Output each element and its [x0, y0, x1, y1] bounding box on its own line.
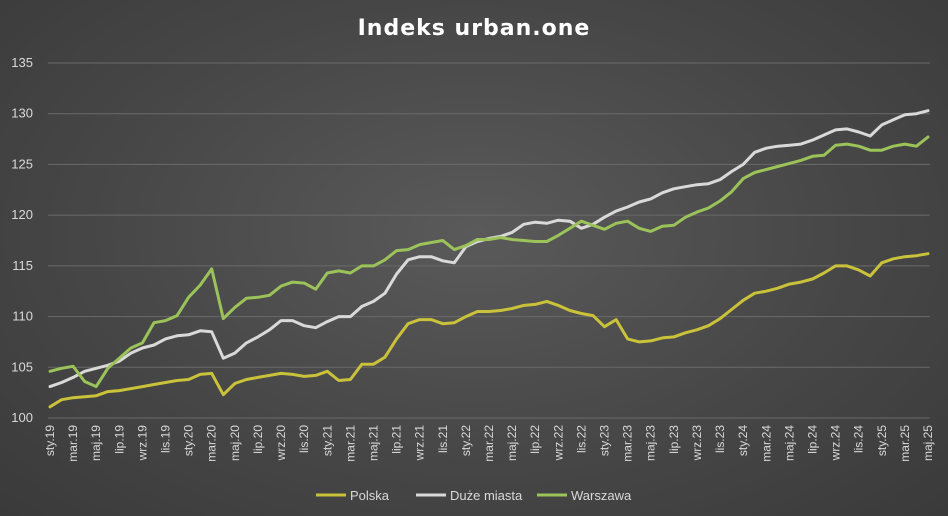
- x-tick-label: mar.25: [898, 425, 912, 462]
- x-tick-label: sty.25: [875, 425, 889, 456]
- legend-label-1: Polska: [350, 488, 390, 503]
- x-tick-label: maj.25: [921, 425, 935, 461]
- y-tick-label: 100: [11, 410, 33, 425]
- y-tick-label: 125: [11, 156, 33, 171]
- x-tick-label: lis.23: [713, 425, 727, 453]
- x-tick-label: mar.20: [205, 425, 219, 462]
- x-tick-label: wrz.22: [551, 425, 565, 462]
- x-tick-label: wrz.24: [829, 425, 843, 462]
- series-line-3: [48, 135, 930, 389]
- x-tick-label: mar.21: [343, 425, 357, 462]
- y-tick-label: 115: [12, 258, 33, 273]
- x-tick-label: wrz.23: [690, 425, 704, 462]
- y-tick-label: 135: [11, 55, 33, 70]
- x-axis: sty.19 mar.19 maj.19 lip.19 wrz.19 lis.19 sty.…: [43, 425, 935, 462]
- x-tick-label: maj.24: [782, 425, 796, 461]
- series-line-2: [48, 109, 930, 389]
- x-tick-label: sty.22: [459, 425, 473, 456]
- x-tick-label: sty.24: [736, 425, 750, 456]
- x-tick-label: lis.22: [574, 425, 588, 453]
- y-tick-label: 110: [12, 309, 33, 324]
- y-tick-label: 105: [11, 359, 33, 374]
- x-tick-label: mar.23: [621, 425, 635, 462]
- x-tick-label: lip.22: [528, 425, 542, 454]
- x-tick-label: maj.19: [89, 425, 103, 461]
- x-tick-label: lip.21: [390, 425, 404, 454]
- y-tick-label: 120: [11, 207, 33, 222]
- x-tick-label: lip.20: [251, 425, 265, 454]
- series-lines: [48, 109, 930, 409]
- x-tick-label: sty.20: [182, 425, 196, 456]
- legend-label-3: Warszawa: [571, 488, 632, 503]
- x-tick-label: lip.19: [112, 425, 126, 454]
- legend-label-2: Duże miasta: [450, 488, 523, 503]
- series-line-1: [48, 252, 930, 409]
- x-tick-label: wrz.19: [135, 425, 149, 462]
- gridlines: [48, 62, 930, 419]
- legend: Polska Duże miasta Warszawa: [316, 488, 632, 503]
- x-tick-label: mar.24: [759, 425, 773, 462]
- y-axis: 100 105 110 115 120 125 130 135: [11, 55, 33, 425]
- x-tick-label: lis.19: [159, 425, 173, 453]
- x-tick-label: lis.21: [436, 425, 450, 453]
- x-tick-label: maj.20: [228, 425, 242, 461]
- x-tick-label: sty.19: [43, 425, 57, 456]
- x-tick-label: maj.21: [366, 425, 380, 461]
- x-tick-label: sty.23: [598, 425, 612, 456]
- x-tick-label: maj.22: [505, 425, 519, 461]
- chart-title: Indeks urban.one: [358, 16, 591, 41]
- x-tick-label: wrz.20: [274, 425, 288, 462]
- x-tick-label: sty.21: [320, 425, 334, 456]
- y-tick-label: 130: [11, 106, 33, 121]
- x-tick-label: lis.24: [852, 425, 866, 453]
- x-tick-label: maj.23: [644, 425, 658, 461]
- x-tick-label: lip.23: [667, 425, 681, 454]
- x-tick-label: wrz.21: [413, 425, 427, 462]
- x-tick-label: mar.22: [482, 425, 496, 462]
- x-tick-label: mar.19: [66, 425, 80, 462]
- x-tick-label: lis.20: [297, 425, 311, 453]
- x-tick-label: lip.24: [805, 425, 819, 454]
